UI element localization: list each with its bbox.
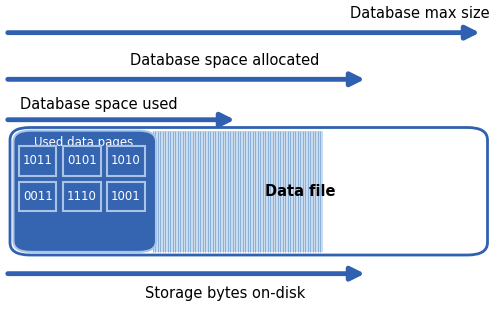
FancyBboxPatch shape — [19, 146, 57, 176]
Text: 0101: 0101 — [67, 155, 96, 167]
Text: Database space used: Database space used — [20, 97, 178, 112]
FancyBboxPatch shape — [63, 182, 100, 211]
FancyBboxPatch shape — [107, 182, 144, 211]
FancyBboxPatch shape — [14, 131, 156, 252]
Text: 0011: 0011 — [23, 190, 52, 203]
Text: 1110: 1110 — [67, 190, 96, 203]
Text: Used data pages: Used data pages — [34, 136, 134, 149]
FancyBboxPatch shape — [152, 131, 322, 252]
FancyBboxPatch shape — [107, 146, 144, 176]
Text: Database space allocated: Database space allocated — [130, 53, 320, 68]
FancyBboxPatch shape — [63, 146, 100, 176]
Text: 1010: 1010 — [111, 155, 140, 167]
FancyBboxPatch shape — [19, 182, 57, 211]
Text: 1001: 1001 — [111, 190, 140, 203]
Text: 1011: 1011 — [23, 155, 52, 167]
Text: Storage bytes on-disk: Storage bytes on-disk — [145, 286, 305, 301]
Text: Data file: Data file — [265, 184, 335, 199]
Text: Database max size: Database max size — [350, 7, 490, 21]
FancyBboxPatch shape — [10, 128, 488, 255]
